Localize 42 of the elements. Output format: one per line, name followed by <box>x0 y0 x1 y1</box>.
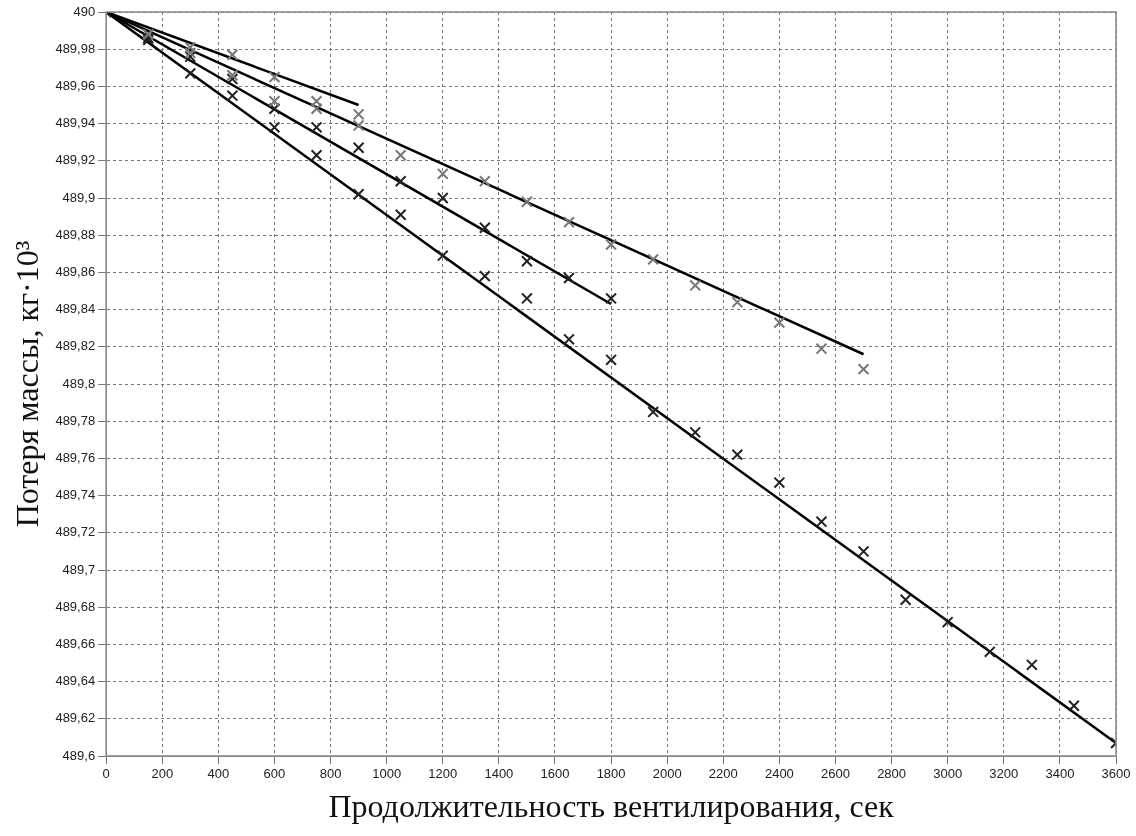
x-tick-label: 2800 <box>877 766 907 782</box>
y-tick-label: 489,78 <box>55 412 96 428</box>
y-tick-label: 489,7 <box>62 561 96 577</box>
x-tick-label: 3200 <box>989 766 1019 782</box>
y-tick-label: 489,68 <box>55 598 96 614</box>
x-tick-label: 1200 <box>428 766 458 782</box>
y-tick-label: 489,82 <box>55 338 96 354</box>
y-tick-label: 489,72 <box>55 524 96 540</box>
y-tick-label: 489,6 <box>62 747 96 763</box>
y-tick-label: 489,98 <box>55 40 96 56</box>
y-tick-label: 489,8 <box>62 375 96 391</box>
y-tick-label: 489,64 <box>55 673 96 689</box>
x-tick-label: 3600 <box>1101 766 1131 782</box>
x-tick-label: 2600 <box>821 766 850 782</box>
y-tick-label: 489,88 <box>55 226 96 242</box>
x-axis-title: Продолжительность вентилирования, сек <box>328 788 895 825</box>
y-tick-label: 489,76 <box>55 449 96 465</box>
x-tick-label: 3400 <box>1045 766 1075 782</box>
y-tick-label: 489,86 <box>55 263 96 279</box>
x-tick-label: 800 <box>319 766 342 782</box>
y-tick-label: 489,94 <box>55 115 96 131</box>
x-tick-label: 1000 <box>372 766 402 782</box>
x-tick-label: 1400 <box>484 766 514 782</box>
y-tick-label: 489,66 <box>55 635 96 651</box>
x-tick-label: 1600 <box>540 766 570 782</box>
x-tick-label: 0 <box>102 766 110 782</box>
x-tick-label: 2000 <box>652 766 682 782</box>
y-tick-label: 489,84 <box>55 301 96 317</box>
y-tick-label: 489,74 <box>55 487 96 503</box>
y-tick-label: 490 <box>73 3 96 19</box>
x-tick-label: 1800 <box>596 766 626 782</box>
x-tick-label: 400 <box>207 766 230 782</box>
y-tick-label: 489,62 <box>55 710 96 726</box>
y-axis-title: Потеря массы, кг·10³ <box>8 240 45 528</box>
x-tick-label: 3000 <box>933 766 963 782</box>
y-tick-label: 489,9 <box>62 189 96 205</box>
x-tick-label: 2400 <box>764 766 794 782</box>
x-tick-label: 200 <box>151 766 174 782</box>
y-tick-label: 489,92 <box>55 152 96 168</box>
x-tick-label: 600 <box>263 766 286 782</box>
x-tick-label: 2200 <box>708 766 738 782</box>
y-tick-label: 489,96 <box>55 77 96 93</box>
